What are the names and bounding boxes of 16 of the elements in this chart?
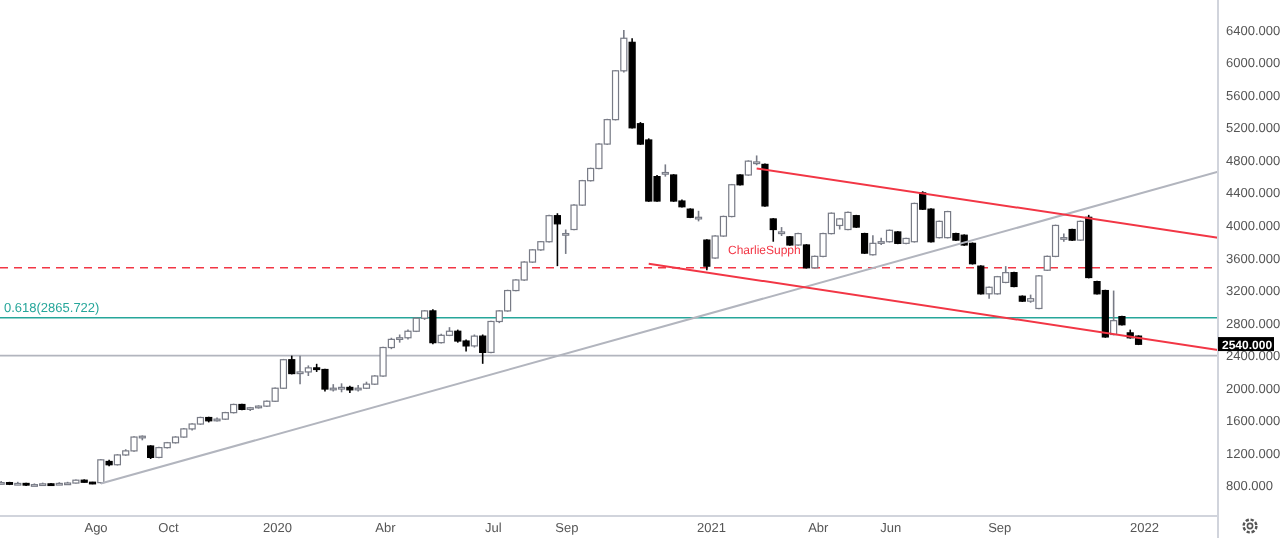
candlestick [296, 354, 304, 385]
candlestick [545, 214, 553, 244]
candlestick [703, 238, 711, 272]
candlestick [1035, 274, 1043, 311]
candlestick [553, 212, 562, 267]
candlestick [97, 458, 105, 485]
candlestick [769, 217, 777, 243]
candlestick [479, 333, 487, 365]
candlestick [379, 345, 387, 378]
candlestick [429, 308, 437, 346]
candlestick [670, 173, 678, 203]
candlestick [802, 243, 811, 270]
candlestick [562, 228, 570, 255]
candlestick [977, 264, 985, 296]
candlestick [910, 201, 918, 244]
candlestick [869, 234, 877, 257]
